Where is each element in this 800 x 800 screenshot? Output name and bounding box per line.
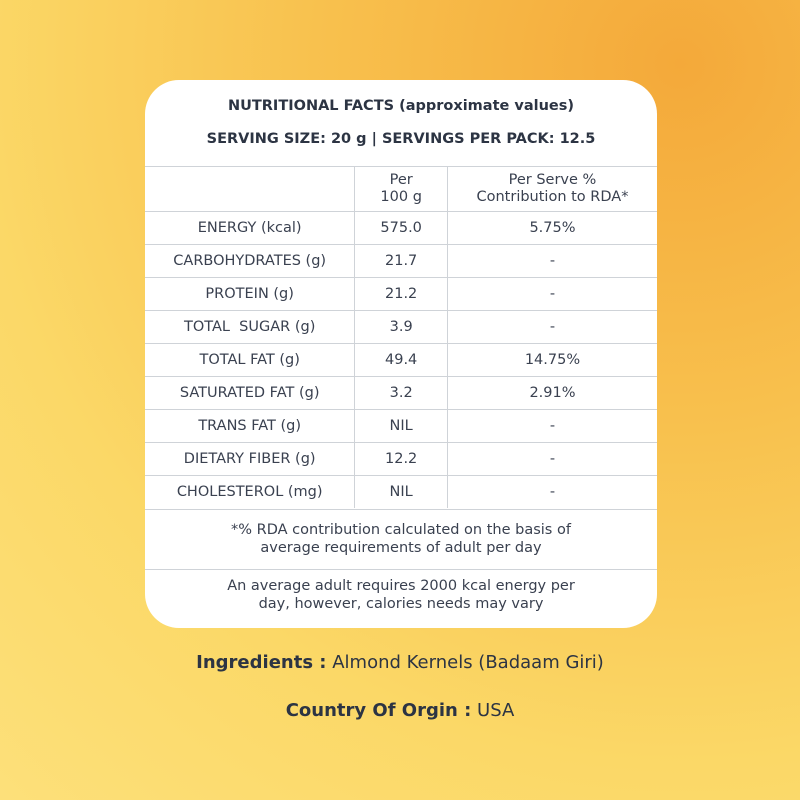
nutrient-rda: 5.75% bbox=[447, 211, 657, 245]
nutrient-name: TRANS FAT (g) bbox=[145, 409, 356, 443]
nutrient-per-100g: 3.2 bbox=[354, 376, 448, 410]
table-row: TOTAL FAT (g) 49.4 14.75% bbox=[145, 343, 657, 377]
table-row: ENERGY (kcal) 575.0 5.75% bbox=[145, 211, 657, 245]
nutrient-name: ENERGY (kcal) bbox=[145, 211, 356, 245]
ingredients-label: Ingredients : bbox=[196, 652, 327, 673]
table-row: CHOLESTEROL (mg) NIL - bbox=[145, 475, 657, 508]
nutrient-rda: - bbox=[447, 277, 657, 311]
nutrient-name: PROTEIN (g) bbox=[145, 277, 356, 311]
table-row: TRANS FAT (g) NIL - bbox=[145, 409, 657, 443]
nutrient-name: SATURATED FAT (g) bbox=[145, 376, 356, 410]
table-row: PROTEIN (g) 21.2 - bbox=[145, 277, 657, 311]
table-row: DIETARY FIBER (g) 12.2 - bbox=[145, 442, 657, 476]
rda-footnote-line2: average requirements of adult per day bbox=[260, 540, 542, 556]
nutrition-table: Per 100 g Per Serve % Contribution to RD… bbox=[145, 166, 657, 508]
nutrient-per-100g: 3.9 bbox=[354, 310, 448, 344]
nutrient-name: TOTAL SUGAR (g) bbox=[145, 310, 356, 344]
nutrient-per-100g: 21.7 bbox=[354, 244, 448, 278]
header-per-line2: 100 g bbox=[380, 189, 422, 205]
nutrient-name: CARBOHYDRATES (g) bbox=[145, 244, 356, 278]
nutrient-rda: - bbox=[447, 442, 657, 476]
header-per-line1: Per bbox=[389, 172, 413, 188]
rda-footnote-line1: *% RDA contribution calculated on the ba… bbox=[231, 522, 571, 538]
ingredients-line: Ingredients : Almond Kernels (Badaam Gir… bbox=[0, 652, 800, 673]
origin-line: Country Of Orgin : USA bbox=[0, 700, 800, 721]
nutrient-per-100g: NIL bbox=[354, 409, 448, 443]
origin-value: USA bbox=[477, 700, 515, 721]
table-row: SATURATED FAT (g) 3.2 2.91% bbox=[145, 376, 657, 410]
nutrient-rda: - bbox=[447, 310, 657, 344]
serving-info: SERVING SIZE: 20 g | SERVINGS PER PACK: … bbox=[206, 131, 596, 147]
table-row: TOTAL SUGAR (g) 3.9 - bbox=[145, 310, 657, 344]
nutrient-per-100g: 21.2 bbox=[354, 277, 448, 311]
nutrient-per-100g: NIL bbox=[354, 475, 448, 508]
header-per-100g: Per 100 g bbox=[354, 166, 448, 212]
energy-note-line2: day, however, calories needs may vary bbox=[258, 596, 544, 612]
nutrition-card: NUTRITIONAL FACTS (approximate values) S… bbox=[145, 80, 657, 628]
header-rda-line1: Per Serve % bbox=[508, 172, 597, 188]
energy-note: An average adult requires 2000 kcal ener… bbox=[145, 569, 657, 628]
nutrient-per-100g: 12.2 bbox=[354, 442, 448, 476]
header-rda-line2: Contribution to RDA* bbox=[476, 189, 629, 205]
energy-note-line1: An average adult requires 2000 kcal ener… bbox=[227, 578, 575, 594]
nutrient-rda: - bbox=[447, 475, 657, 508]
nutrient-name: TOTAL FAT (g) bbox=[145, 343, 356, 377]
nutrient-rda: - bbox=[447, 409, 657, 443]
nutrient-name: CHOLESTEROL (mg) bbox=[145, 475, 356, 508]
nutrient-rda: 2.91% bbox=[447, 376, 657, 410]
nutrient-rda: - bbox=[447, 244, 657, 278]
ingredients-value: Almond Kernels (Badaam Giri) bbox=[332, 652, 604, 673]
nutrient-name: DIETARY FIBER (g) bbox=[145, 442, 356, 476]
nutrition-title: NUTRITIONAL FACTS (approximate values) bbox=[227, 98, 575, 114]
nutrient-per-100g: 49.4 bbox=[354, 343, 448, 377]
header-rda: Per Serve % Contribution to RDA* bbox=[447, 166, 657, 212]
header-nutrient bbox=[145, 166, 356, 212]
nutrient-rda: 14.75% bbox=[447, 343, 657, 377]
table-header-row: Per 100 g Per Serve % Contribution to RD… bbox=[145, 166, 657, 212]
table-row: CARBOHYDRATES (g) 21.7 - bbox=[145, 244, 657, 278]
nutrient-per-100g: 575.0 bbox=[354, 211, 448, 245]
rda-footnote: *% RDA contribution calculated on the ba… bbox=[145, 509, 657, 569]
origin-label: Country Of Orgin : bbox=[285, 700, 472, 721]
